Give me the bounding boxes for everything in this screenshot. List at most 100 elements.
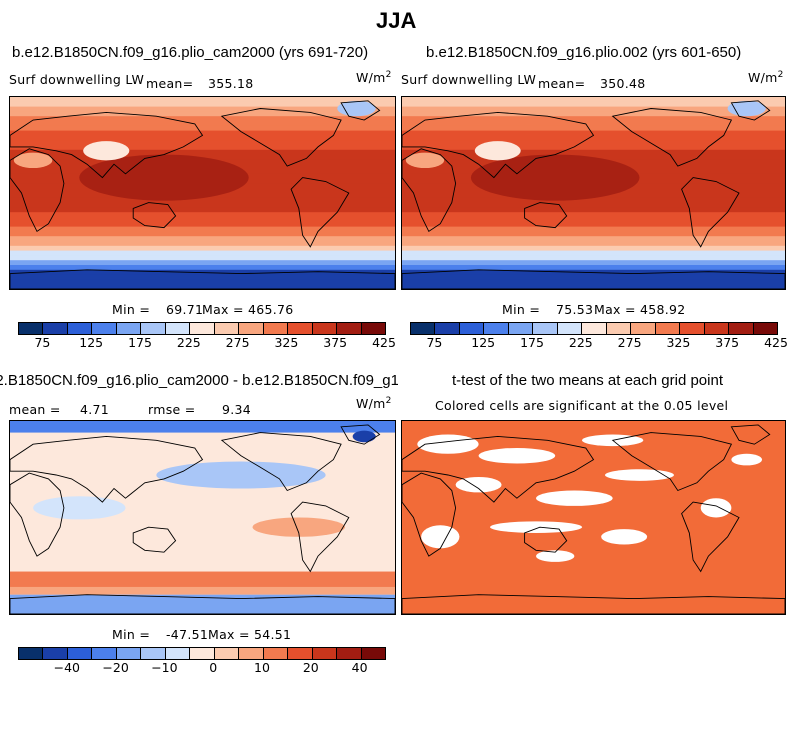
field-band	[402, 274, 785, 281]
colorbar-tick-label: 175	[520, 335, 544, 350]
coastline	[290, 501, 350, 573]
colorbar-swatch	[165, 323, 191, 334]
field-band	[10, 145, 395, 151]
colorbar-tick-label: 10	[254, 660, 270, 675]
field-band	[402, 149, 785, 156]
colorbar-swatch	[631, 323, 656, 334]
field-band	[402, 135, 785, 142]
panel3-colorbar	[18, 647, 386, 660]
antarctic-band	[10, 594, 395, 614]
colorbar-tick-label: −20	[102, 660, 129, 675]
colorbar-tick-label: 125	[79, 335, 104, 350]
warm-pool-region	[470, 154, 640, 201]
colorbar-tick-label: 375	[715, 335, 740, 350]
desert-region	[405, 152, 445, 169]
field-band	[10, 250, 395, 257]
panel2-min-label: Min =	[502, 302, 541, 317]
field-band	[402, 279, 785, 286]
field-band	[402, 260, 785, 266]
colorbar-swatch	[43, 648, 68, 659]
field-band	[402, 265, 785, 271]
colorbar-tick-label: 425	[764, 335, 788, 350]
panel3-map-svg	[10, 421, 395, 614]
coastline	[10, 148, 65, 233]
colorbar-swatch	[116, 323, 142, 334]
colorbar-swatch	[214, 648, 240, 659]
field-band	[402, 250, 785, 257]
colorbar-swatch	[655, 323, 681, 334]
coastline	[611, 432, 733, 492]
colorbar-tick-label: 20	[302, 660, 319, 675]
colorbar-swatch	[19, 648, 44, 659]
field-band	[10, 197, 395, 204]
field-band	[402, 121, 785, 127]
coastline	[402, 472, 457, 557]
panel4-map-svg	[402, 421, 785, 614]
field-band	[402, 221, 785, 228]
panel4-map	[401, 420, 786, 615]
field-band	[10, 212, 395, 218]
coastline	[402, 111, 595, 179]
field-band	[10, 140, 395, 146]
colorbar-tick-label: 225	[568, 335, 593, 350]
panel3-max-value: 54.51	[254, 627, 292, 642]
panel1-map	[9, 96, 396, 290]
colorbar-swatch	[312, 648, 338, 659]
colorbar-tick-label: 125	[471, 335, 496, 350]
colorbar-swatch	[67, 648, 93, 659]
colorbar-swatch	[337, 648, 362, 659]
colorbar-swatch	[361, 648, 386, 659]
panel1-units: W/m2	[356, 70, 392, 86]
highland-region	[83, 141, 130, 161]
colorbar-tick-label: 175	[128, 335, 152, 350]
panel1-min-value: 69.71	[166, 302, 204, 317]
panel2-colorbar	[410, 322, 778, 335]
colorbar-swatch	[582, 323, 607, 334]
panel2-title: b.e12.B1850CN.f09_g16.plio.002 (yrs 601-…	[426, 44, 742, 61]
colorbar-swatch	[190, 323, 215, 334]
coastline	[10, 269, 395, 289]
non-significant-region	[421, 525, 460, 549]
colorbar-tick-label: 75	[34, 335, 51, 350]
southern-ocean-high	[10, 586, 395, 595]
field-band	[402, 125, 785, 132]
panel2-units: W/m2	[748, 70, 784, 86]
field-band	[10, 284, 395, 289]
panel3-title-clip: b.e12.B1850CN.f09_g16.plio_cam2000 - b.e…	[0, 368, 398, 390]
coastline	[10, 435, 204, 503]
field-band	[402, 202, 785, 209]
field-band	[10, 116, 395, 122]
coastline	[730, 100, 771, 121]
coastline	[402, 148, 457, 233]
arctic-band	[10, 421, 395, 433]
figure-title: JJA	[376, 8, 417, 33]
field-band	[402, 245, 785, 252]
panel1-colorbar	[18, 322, 386, 335]
coastline	[10, 111, 204, 179]
panel4-subtitle: Colored cells are significant at the 0.0…	[435, 398, 729, 413]
colorbar-swatch	[116, 648, 142, 659]
field-band	[10, 255, 395, 262]
pacific-low	[156, 461, 326, 489]
field-band	[402, 197, 785, 204]
field-band	[402, 212, 785, 218]
coastline	[340, 100, 381, 121]
field-band	[10, 236, 395, 242]
field-band	[10, 221, 395, 228]
significant-field	[402, 421, 785, 614]
field-band	[402, 226, 785, 233]
non-significant-region	[604, 469, 674, 481]
panel3-units: W/m2	[356, 396, 392, 412]
coastline	[402, 435, 595, 503]
coastline	[402, 269, 785, 289]
colorbar-swatch	[361, 323, 386, 334]
arctic-low	[352, 430, 376, 443]
coastline	[132, 526, 177, 553]
field-band	[402, 140, 785, 146]
colorbar-tick-label: −40	[53, 660, 80, 675]
panel1-max-value: 465.76	[248, 302, 294, 317]
field-band	[10, 274, 395, 281]
coastline	[132, 202, 177, 229]
panel3-min-label: Min =	[112, 627, 151, 642]
panel1-mean-label: mean=	[146, 76, 194, 91]
